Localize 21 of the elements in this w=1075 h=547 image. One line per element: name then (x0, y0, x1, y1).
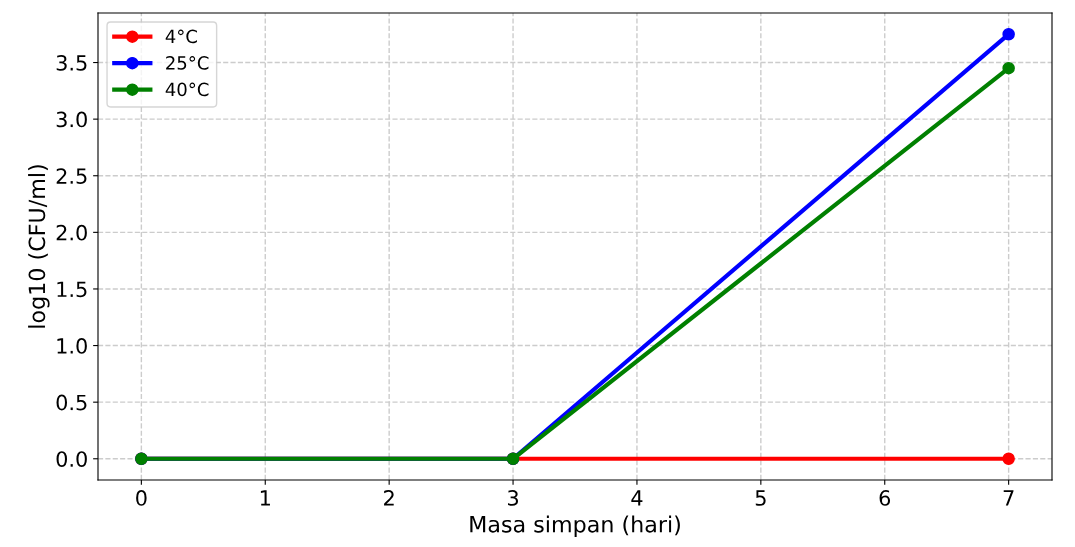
x-tick-label: 2 (384, 490, 394, 506)
x-tick-label: 1 (260, 490, 270, 506)
y-axis-title: log10 (CFU/ml) (28, 165, 50, 328)
y-tick-label: 1.0 (57, 338, 87, 354)
legend-label: 4°C (165, 29, 197, 44)
y-tick-label: 2.5 (56, 168, 87, 184)
legend-label: 40°C (165, 82, 209, 97)
y-tick-label: 1.5 (57, 281, 87, 298)
y-tick-label: 2.0 (56, 224, 87, 241)
y-tick-label: 0.0 (56, 451, 87, 467)
y-tick-label: 3.5 (56, 54, 87, 71)
x-tick-label: 4 (631, 490, 643, 506)
y-tick-label: 0.5 (56, 394, 87, 411)
legend-label: 25°C (166, 56, 209, 70)
x-tick-label: 7 (1003, 490, 1014, 506)
x-axis-title: Masa simpan (hari) (470, 515, 680, 537)
x-tick-label: 3 (508, 490, 519, 506)
x-tick-label: 6 (879, 490, 891, 506)
y-tick-label: 3.0 (56, 111, 87, 128)
x-tick-label: 5 (755, 490, 766, 506)
x-tick-label: 0 (136, 490, 147, 506)
